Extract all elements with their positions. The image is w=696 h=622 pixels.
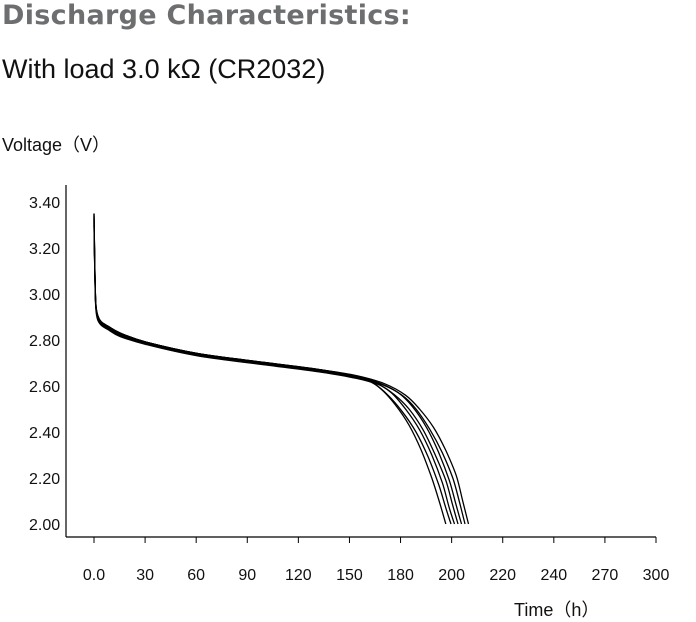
x-tick-label: 120	[285, 567, 312, 584]
x-tick-label: 90	[238, 567, 256, 584]
y-tick-label: 2.20	[29, 471, 60, 488]
chart-title: Discharge Characteristics:	[2, 0, 412, 31]
y-tick-label: 3.00	[29, 287, 60, 304]
series-line-2	[93, 224, 452, 525]
y-tick-label: 3.20	[29, 241, 60, 258]
x-tick-label: 60	[187, 567, 205, 584]
y-tick-label: 2.80	[29, 333, 60, 350]
y-axis-label: Voltage（V）	[2, 135, 111, 155]
x-tick-label: 180	[387, 567, 414, 584]
series-line-3	[93, 218, 456, 525]
y-tick-label: 3.40	[29, 195, 60, 212]
y-tick-label: 2.00	[29, 517, 60, 534]
series-line-4	[93, 222, 459, 525]
y-tick-label: 2.60	[29, 379, 60, 396]
series-line-5	[93, 215, 463, 525]
y-tick-label: 2.40	[29, 425, 60, 442]
chart-subtitle: With load 3.0 kΩ (CR2032)	[2, 54, 326, 84]
series-line-7	[93, 213, 470, 525]
x-tick-label: 30	[136, 567, 154, 584]
x-tick-label: 240	[540, 567, 567, 584]
series-line-1	[93, 213, 447, 525]
x-tick-label: 150	[336, 567, 363, 584]
x-tick-label: 270	[592, 567, 619, 584]
x-tick-label: 300	[643, 567, 670, 584]
x-tick-label: 200	[438, 567, 465, 584]
x-tick-label: 0.0	[83, 567, 105, 584]
x-tick-label: 220	[489, 567, 516, 584]
series-line-6	[93, 220, 466, 525]
